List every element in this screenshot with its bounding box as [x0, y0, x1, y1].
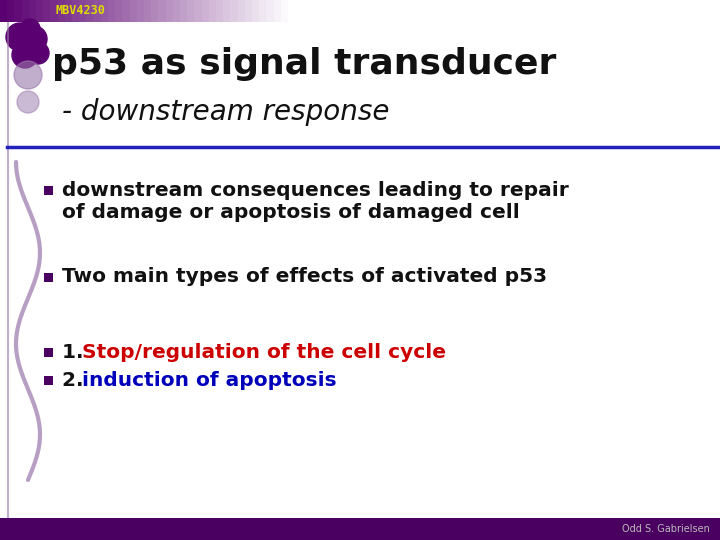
FancyBboxPatch shape: [86, 0, 94, 22]
FancyBboxPatch shape: [252, 0, 259, 22]
FancyBboxPatch shape: [230, 0, 238, 22]
FancyBboxPatch shape: [137, 0, 144, 22]
FancyBboxPatch shape: [274, 0, 281, 22]
FancyBboxPatch shape: [79, 0, 86, 22]
FancyBboxPatch shape: [115, 0, 122, 22]
FancyBboxPatch shape: [29, 0, 36, 22]
FancyBboxPatch shape: [14, 0, 22, 22]
FancyBboxPatch shape: [216, 0, 223, 22]
FancyBboxPatch shape: [166, 0, 173, 22]
FancyBboxPatch shape: [187, 0, 194, 22]
Circle shape: [14, 61, 42, 89]
FancyBboxPatch shape: [194, 0, 202, 22]
Bar: [43, 186, 53, 194]
Bar: [43, 375, 53, 384]
Bar: [43, 348, 53, 356]
Text: - downstream response: - downstream response: [62, 98, 390, 126]
Text: induction of apoptosis: induction of apoptosis: [82, 370, 337, 389]
FancyBboxPatch shape: [158, 0, 166, 22]
FancyBboxPatch shape: [65, 0, 72, 22]
FancyBboxPatch shape: [58, 0, 65, 22]
Text: Two main types of effects of activated p53: Two main types of effects of activated p…: [62, 267, 547, 287]
FancyBboxPatch shape: [130, 0, 137, 22]
Circle shape: [17, 91, 39, 113]
FancyBboxPatch shape: [173, 0, 180, 22]
FancyBboxPatch shape: [22, 0, 29, 22]
Text: 2.: 2.: [62, 370, 91, 389]
FancyBboxPatch shape: [7, 0, 14, 22]
Text: Odd S. Gabrielsen: Odd S. Gabrielsen: [622, 524, 710, 534]
FancyBboxPatch shape: [108, 0, 115, 22]
Circle shape: [20, 19, 40, 39]
Text: 1.: 1.: [62, 342, 91, 361]
Circle shape: [21, 26, 47, 52]
FancyBboxPatch shape: [259, 0, 266, 22]
FancyBboxPatch shape: [180, 0, 187, 22]
Text: downstream consequences leading to repair: downstream consequences leading to repai…: [62, 180, 569, 199]
FancyBboxPatch shape: [223, 0, 230, 22]
FancyBboxPatch shape: [122, 0, 130, 22]
FancyBboxPatch shape: [266, 0, 274, 22]
FancyBboxPatch shape: [238, 0, 245, 22]
Circle shape: [6, 23, 34, 51]
FancyBboxPatch shape: [202, 0, 209, 22]
FancyBboxPatch shape: [72, 0, 79, 22]
Text: Stop/regulation of the cell cycle: Stop/regulation of the cell cycle: [82, 342, 446, 361]
FancyBboxPatch shape: [50, 0, 58, 22]
FancyBboxPatch shape: [43, 0, 50, 22]
Bar: [0, 518, 720, 540]
FancyBboxPatch shape: [101, 0, 108, 22]
Circle shape: [12, 42, 38, 68]
FancyBboxPatch shape: [144, 0, 151, 22]
FancyBboxPatch shape: [209, 0, 216, 22]
FancyBboxPatch shape: [0, 0, 7, 22]
FancyBboxPatch shape: [151, 0, 158, 22]
Circle shape: [27, 42, 49, 64]
Text: MBV4230: MBV4230: [55, 4, 105, 17]
Text: p53 as signal transducer: p53 as signal transducer: [52, 47, 557, 81]
FancyBboxPatch shape: [94, 0, 101, 22]
Bar: [43, 273, 53, 281]
FancyBboxPatch shape: [36, 0, 43, 22]
Text: of damage or apoptosis of damaged cell: of damage or apoptosis of damaged cell: [62, 204, 520, 222]
FancyBboxPatch shape: [245, 0, 252, 22]
